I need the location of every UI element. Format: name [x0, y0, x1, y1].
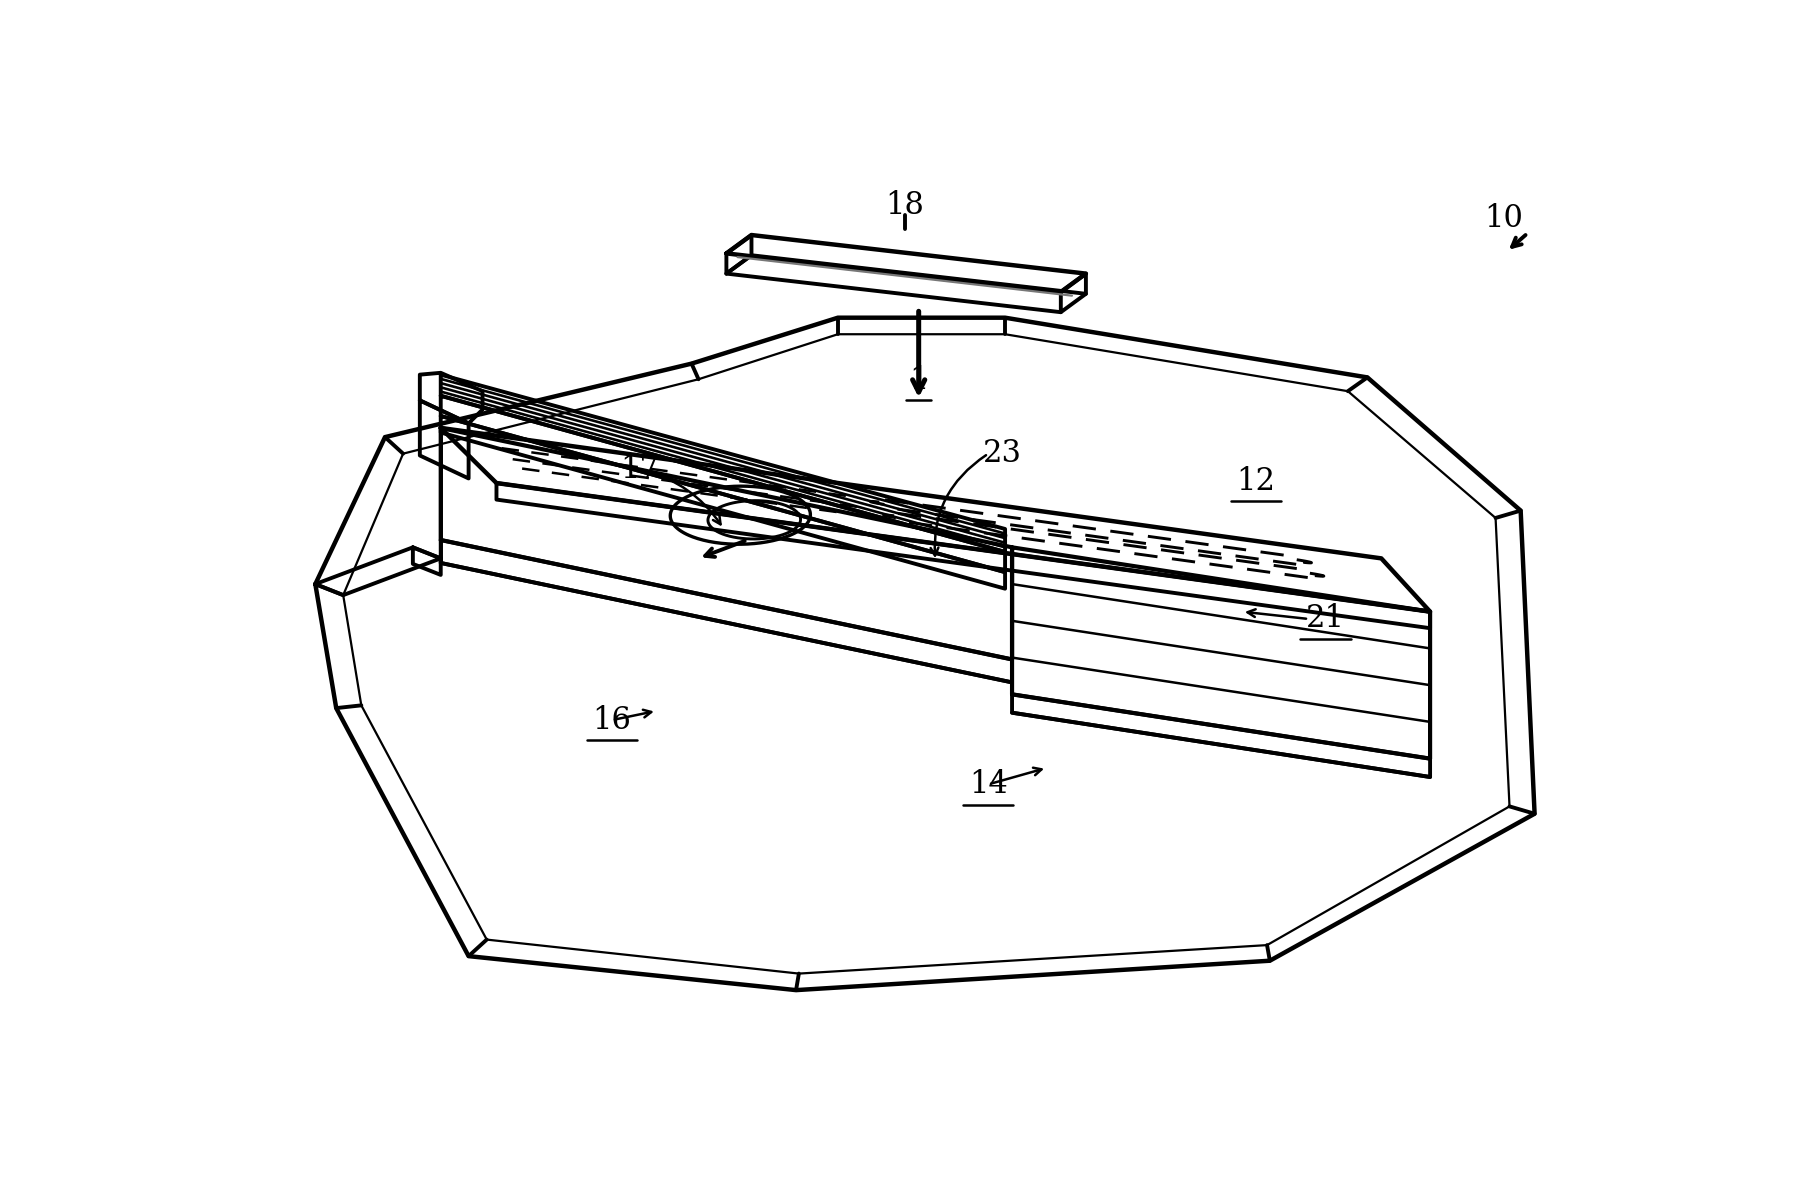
Text: 23: 23	[984, 438, 1021, 469]
Text: 1: 1	[910, 365, 928, 396]
Text: 12: 12	[1237, 465, 1275, 496]
Text: 21: 21	[1305, 604, 1345, 635]
Text: 16: 16	[593, 705, 631, 736]
Text: 18: 18	[885, 190, 924, 221]
Text: 14: 14	[969, 768, 1007, 799]
Text: 10: 10	[1485, 203, 1523, 234]
Text: 17: 17	[620, 453, 660, 484]
